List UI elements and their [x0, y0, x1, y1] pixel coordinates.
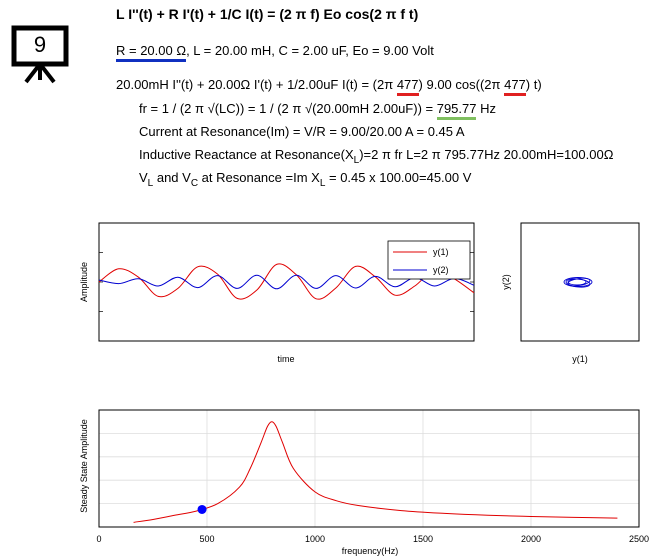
inductive-b: )=2 π fr L=2 π 795.77Hz 20.00mH=100.00Ω [359, 147, 614, 162]
params-line: R = 20.00 Ω, L = 20.00 mH, C = 2.00 uF, … [116, 43, 434, 62]
presentation-board-icon [11, 25, 69, 84]
freq-xtick: 500 [199, 534, 214, 544]
voltage-sub2: C [190, 178, 199, 189]
ode-mid: ) 9.00 cos((2π [418, 77, 505, 92]
freq-ylabel: Steady State Amplitude [79, 419, 89, 513]
voltage-sub1: L [147, 178, 154, 189]
time-xlabel: time [277, 354, 294, 364]
resistance-value: R = 20.00 Ω [116, 43, 187, 62]
voltage-line: VL and VC at Resonance =Im XL = 0.45 x 1… [139, 170, 471, 189]
inductive-sub: L [353, 155, 360, 166]
time-series-1 [98, 263, 475, 300]
resonance-unit: Hz [476, 101, 496, 116]
freq-series-1 [133, 421, 618, 523]
resonance-frequency: 795.77 [436, 101, 477, 120]
freq-xtick: 1000 [305, 534, 325, 544]
time-legend: y(1) y(2) [387, 240, 471, 280]
drive-frequency-2: 477 [504, 77, 526, 96]
resonance-line: fr = 1 / (2 π √(LC)) = 1 / (2 π √(20.00m… [139, 101, 496, 120]
slide-number: 9 [33, 32, 47, 57]
voltage-b: at Resonance =Im X [198, 170, 320, 185]
freq-xtick: 0 [96, 534, 101, 544]
legend-y1: y(1) [433, 247, 449, 257]
phase-orbit [563, 277, 593, 288]
drive-frequency-1: 477 [396, 77, 419, 96]
phase-ylabel: y(2) [501, 274, 511, 290]
time-plot-frame [98, 222, 475, 342]
freq-plot-frame [98, 409, 640, 528]
inductive-a: Inductive Reactance at Resonance(X [139, 147, 354, 162]
voltage-v1: V [139, 170, 148, 185]
freq-xtick: 1500 [413, 534, 433, 544]
voltage-sub3: L [319, 178, 326, 189]
ode-prefix: 20.00mH I''(t) + 20.00Ω I'(t) + 1/2.00uF… [116, 77, 397, 92]
legend-y2: y(2) [433, 265, 449, 275]
time-series-2 [98, 274, 475, 290]
drive-frequency-marker [197, 504, 207, 514]
time-ylabel: Amplitude [79, 262, 89, 302]
freq-xtick: 2000 [521, 534, 541, 544]
params-rest: , L = 20.00 mH, C = 2.00 uF, Eo = 9.00 V… [186, 43, 434, 58]
equation-title: L I''(t) + R I'(t) + 1/C I(t) = (2 π f) … [116, 6, 419, 22]
voltage-c: = 0.45 x 100.00=45.00 V [325, 170, 472, 185]
freq-xlabel: frequency(Hz) [342, 546, 399, 556]
current-line: Current at Resonance(Im) = V/R = 9.00/20… [139, 124, 465, 139]
inductive-reactance-line: Inductive Reactance at Resonance(XL)=2 π… [139, 147, 613, 166]
resonance-prefix: fr = 1 / (2 π √(LC)) = 1 / (2 π √(20.00m… [139, 101, 437, 116]
phase-plot-frame [520, 222, 640, 342]
voltage-and: and V [153, 170, 191, 185]
ode-suffix: ) t) [525, 77, 542, 92]
freq-xtick: 2500 [629, 534, 649, 544]
phase-xlabel: y(1) [572, 354, 588, 364]
ode-line: 20.00mH I''(t) + 20.00Ω I'(t) + 1/2.00uF… [116, 77, 542, 96]
